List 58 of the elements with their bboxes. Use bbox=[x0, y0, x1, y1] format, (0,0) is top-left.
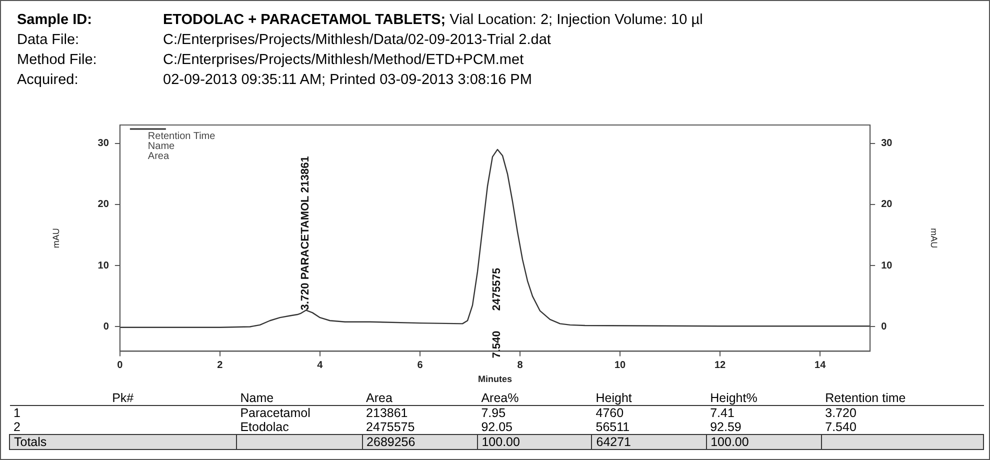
text: 7.41 bbox=[709, 406, 736, 420]
text: 1 bbox=[12, 406, 22, 420]
text: Retention time bbox=[821, 391, 984, 406]
text: Height bbox=[592, 391, 706, 406]
annotation: 2475575 bbox=[491, 268, 504, 311]
text: Data File: bbox=[17, 31, 80, 49]
y2-tick-label: 30 bbox=[881, 138, 893, 150]
text: Name bbox=[236, 391, 362, 406]
annotation: 3.720 PARACETAMOL 213861 bbox=[299, 156, 312, 310]
text: 100.00 bbox=[706, 434, 822, 450]
text: Pk# bbox=[10, 391, 236, 406]
text: 3.720 bbox=[824, 406, 858, 420]
chart-title: ETODOLAC + PARACETAMOL TABLETS; bbox=[163, 12, 446, 28]
x-tick-label: 14 bbox=[814, 360, 826, 371]
text: 64271 bbox=[592, 434, 706, 450]
text: Method File: bbox=[17, 51, 98, 69]
y-tick-label: 30 bbox=[98, 138, 110, 150]
y2-tick-label: 20 bbox=[881, 199, 893, 210]
x-tick-label: 4 bbox=[317, 360, 324, 371]
text: C:/Enterprises/Projects/Mithlesh/Method/ETD+PCM.met bbox=[163, 51, 525, 69]
text: 56511 bbox=[594, 420, 631, 434]
text: Paracetamol bbox=[239, 406, 312, 420]
text: Height% bbox=[706, 391, 822, 406]
annotation: 7.540 bbox=[491, 330, 504, 358]
y-tick-label: 20 bbox=[98, 199, 110, 210]
text: Acquired: bbox=[17, 71, 80, 89]
text: 02-09-2013 09:35:11 AM; Printed 03-09-2013 3:08:16 PM bbox=[163, 71, 533, 89]
y2-axis-title: mAU bbox=[929, 228, 940, 248]
x-tick-label: 0 bbox=[117, 360, 124, 371]
x-tick-label: 8 bbox=[517, 360, 524, 371]
text: 4760 bbox=[594, 406, 625, 420]
text: Totals bbox=[10, 434, 236, 450]
legend-label: Retention Time Name Area bbox=[148, 130, 216, 162]
x-tick-label: 6 bbox=[417, 360, 424, 371]
x-tick-label: 10 bbox=[614, 360, 626, 371]
y2-tick-label: 0 bbox=[881, 321, 888, 332]
text: 100.00 bbox=[477, 434, 592, 450]
y2-tick-label: 10 bbox=[881, 260, 893, 272]
text: 2475575 bbox=[365, 420, 416, 434]
text: Area bbox=[362, 391, 478, 406]
text: 2689256 bbox=[362, 434, 478, 450]
y-tick-label: 10 bbox=[98, 260, 110, 272]
x-tick-label: 12 bbox=[714, 360, 726, 371]
text: 92.59 bbox=[709, 420, 742, 434]
text: 213861 bbox=[365, 406, 409, 420]
text: 7.540 bbox=[824, 420, 858, 434]
text: 92.05 bbox=[480, 420, 514, 434]
text: Sample ID: bbox=[17, 11, 93, 29]
y-axis-title: mAU bbox=[50, 228, 61, 248]
text: Etodolac bbox=[239, 420, 290, 434]
x-axis-title: Minutes bbox=[478, 374, 512, 384]
y-tick-label: 0 bbox=[103, 321, 110, 332]
text: Vial Location: 2; Injection Volume: 10 µl bbox=[450, 12, 703, 28]
text: 2 bbox=[12, 420, 22, 434]
text: Area% bbox=[477, 391, 592, 406]
text: 7.95 bbox=[480, 406, 507, 420]
x-tick-label: 2 bbox=[217, 360, 224, 371]
text: C:/Enterprises/Projects/Mithlesh/Data/02-09-2013-Trial 2.dat bbox=[163, 31, 552, 49]
